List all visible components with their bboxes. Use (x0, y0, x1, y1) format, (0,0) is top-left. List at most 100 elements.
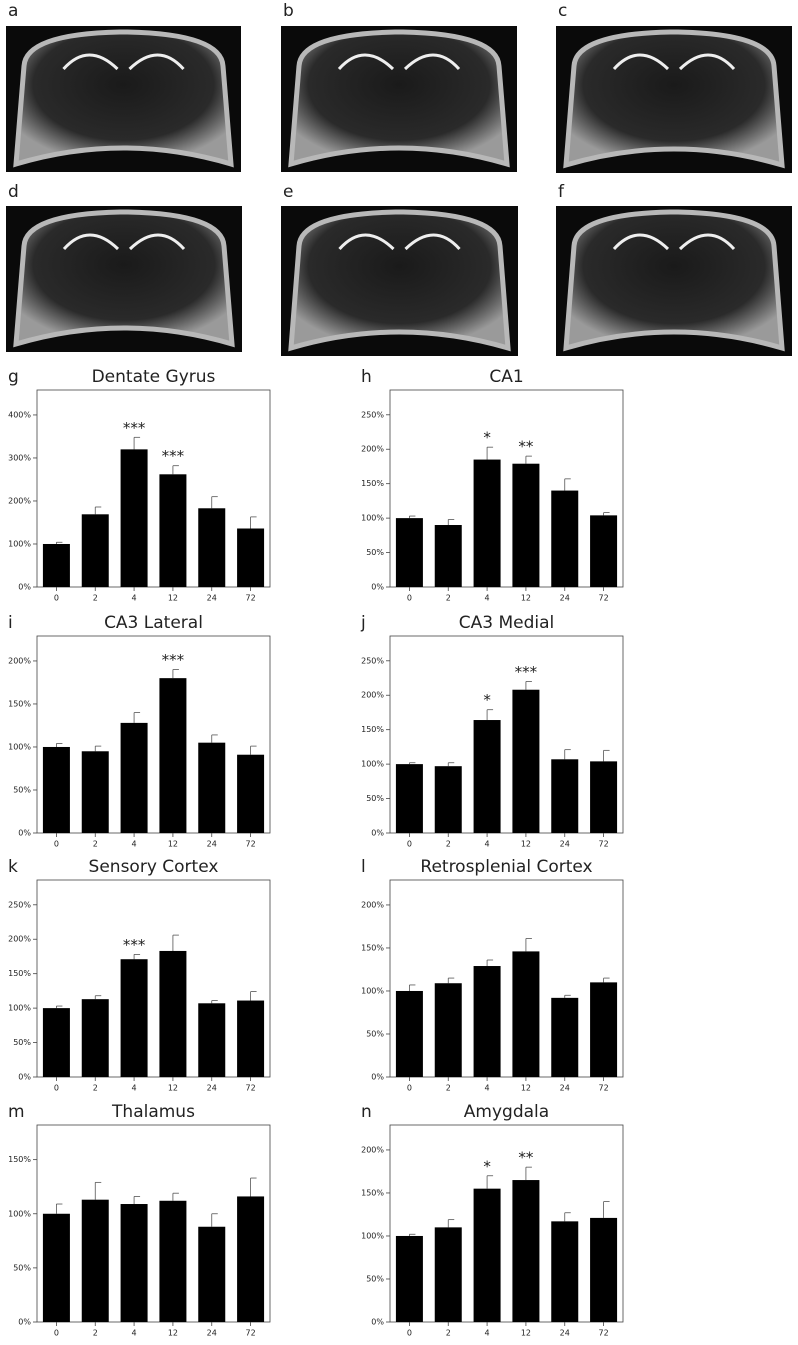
bar (551, 1221, 579, 1322)
panel-label: a (8, 1, 18, 21)
panel-label: e (283, 182, 293, 202)
x-tick-label: 0 (54, 840, 59, 849)
y-tick-label: 100% (8, 539, 31, 548)
significance: * (483, 691, 491, 709)
x-tick-label: 4 (485, 1329, 490, 1338)
bar (198, 508, 226, 587)
bar (42, 746, 70, 833)
bar (434, 525, 462, 587)
bar (395, 1235, 423, 1322)
bar (42, 543, 70, 587)
y-tick-label: 0% (18, 1073, 31, 1082)
y-tick-label: 150% (361, 479, 384, 488)
panel-label: k (8, 857, 18, 877)
panel-label: c (558, 1, 567, 21)
significance: * (483, 1157, 491, 1175)
chart-title: CA3 Medial (459, 613, 555, 633)
panel-label: d (8, 182, 19, 202)
chart-title: Sensory Cortex (89, 857, 219, 877)
bar (512, 689, 540, 833)
hippocampus (62, 53, 185, 71)
y-tick-label: 50% (13, 1263, 31, 1272)
y-tick-label: 150% (8, 1155, 31, 1164)
bar (551, 490, 579, 587)
plot-frame (36, 879, 271, 1078)
x-tick-label: 0 (407, 1329, 412, 1338)
x-tick-label: 72 (245, 594, 255, 603)
bar (120, 1204, 148, 1322)
x-tick-label: 2 (93, 594, 98, 603)
panel-label: j (360, 613, 366, 633)
x-tick-label: 0 (407, 1084, 412, 1093)
bar (473, 459, 501, 587)
y-tick-label: 100% (361, 514, 384, 523)
y-tick-label: 100% (8, 1209, 31, 1218)
significance: ** (518, 1149, 534, 1167)
chart-title: CA1 (489, 367, 523, 387)
x-tick-label: 2 (446, 1329, 451, 1338)
x-tick-label: 24 (207, 1329, 217, 1338)
plot-frame (36, 635, 271, 834)
chart-title: CA3 Lateral (104, 613, 203, 633)
x-tick-label: 4 (485, 840, 490, 849)
chart-title: Dentate Gyrus (92, 367, 216, 387)
bar (434, 766, 462, 833)
bar (512, 951, 540, 1077)
bar (551, 759, 579, 833)
x-tick-label: 0 (407, 840, 412, 849)
x-tick-label: 2 (446, 594, 451, 603)
y-tick-label: 300% (8, 453, 31, 462)
x-tick-label: 72 (598, 594, 608, 603)
x-tick-label: 0 (54, 594, 59, 603)
x-tick-label: 12 (168, 594, 178, 603)
bar (120, 959, 148, 1077)
panel-label: g (8, 367, 19, 387)
x-tick-label: 12 (168, 1084, 178, 1093)
y-tick-label: 0% (371, 1318, 384, 1327)
significance: *** (162, 447, 185, 465)
significance: *** (515, 663, 538, 681)
y-tick-label: 150% (8, 969, 31, 978)
bar (120, 449, 148, 587)
bar (198, 1226, 226, 1322)
bar (120, 722, 148, 833)
bar (434, 1227, 462, 1322)
significance: ** (518, 438, 534, 456)
bar (590, 515, 618, 587)
x-tick-label: 12 (521, 1084, 531, 1093)
bar (237, 1196, 265, 1322)
y-tick-label: 150% (361, 1188, 384, 1197)
y-tick-label: 0% (18, 583, 31, 592)
brain-tissue (563, 209, 785, 352)
x-tick-label: 12 (521, 594, 531, 603)
bar (590, 761, 618, 833)
y-tick-label: 400% (8, 410, 31, 419)
y-tick-label: 50% (366, 1274, 384, 1283)
hippocampus (612, 233, 736, 251)
x-tick-label: 4 (132, 1329, 137, 1338)
bar (159, 474, 187, 587)
x-tick-label: 2 (446, 1084, 451, 1093)
y-tick-label: 50% (366, 794, 384, 803)
x-tick-label: 2 (93, 1329, 98, 1338)
x-tick-label: 24 (560, 840, 570, 849)
significance: * (483, 429, 491, 447)
bar (512, 1180, 540, 1322)
x-tick-label: 2 (93, 1084, 98, 1093)
bar (159, 950, 187, 1077)
y-tick-label: 150% (361, 943, 384, 952)
bar (159, 1200, 187, 1322)
x-tick-label: 72 (245, 1084, 255, 1093)
y-tick-label: 100% (361, 1231, 384, 1240)
y-tick-label: 200% (8, 656, 31, 665)
brain-tissue (13, 29, 234, 168)
plot-frame (389, 879, 624, 1078)
significance: *** (123, 419, 146, 437)
plot-frame (389, 635, 624, 834)
bar (237, 1000, 265, 1077)
x-tick-label: 72 (245, 840, 255, 849)
x-tick-label: 24 (560, 1329, 570, 1338)
x-tick-label: 24 (207, 840, 217, 849)
bar (159, 678, 187, 833)
